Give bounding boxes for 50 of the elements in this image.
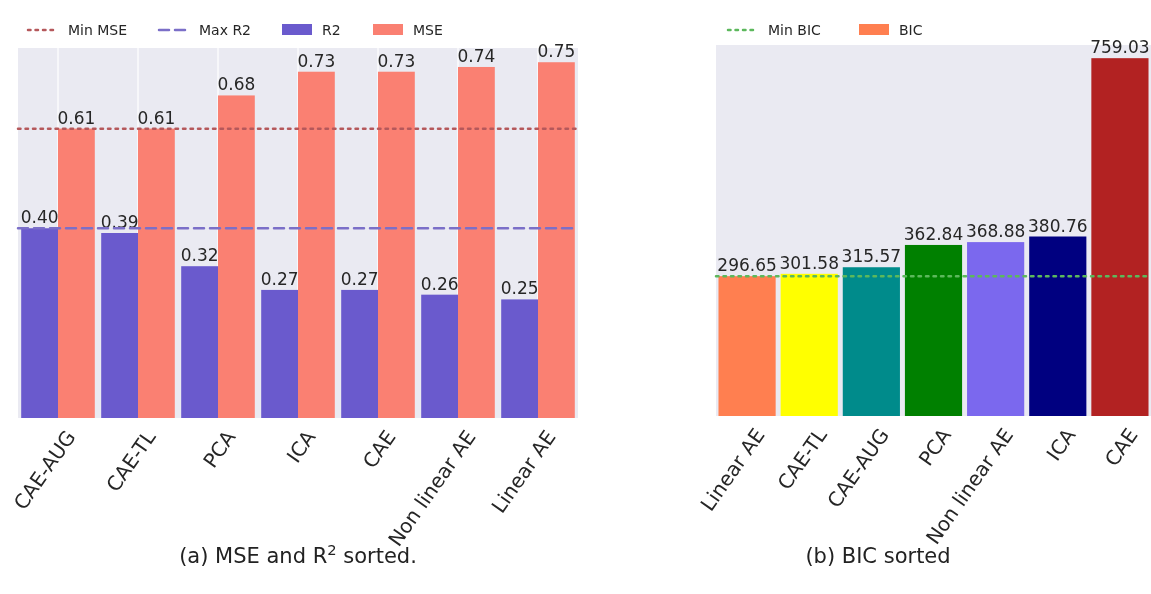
data-label: 315.57 <box>841 246 902 267</box>
bar <box>967 242 1025 416</box>
data-label: 0.68 <box>217 74 256 95</box>
bar <box>421 294 458 418</box>
data-label: 0.32 <box>180 245 219 266</box>
data-label: 0.61 <box>57 107 96 128</box>
bar <box>261 289 298 418</box>
data-label: 0.26 <box>420 273 459 294</box>
bar <box>341 289 378 418</box>
data-label: 0.40 <box>20 207 59 228</box>
legend-label: Max R2 <box>199 22 252 38</box>
data-label: 0.27 <box>260 268 299 289</box>
legend-label: Min MSE <box>68 22 128 38</box>
bar <box>458 66 495 418</box>
x-tick-label: ICA <box>281 425 321 468</box>
bar <box>1029 236 1087 416</box>
bar <box>218 95 255 418</box>
data-label: 0.75 <box>537 41 576 62</box>
bar <box>298 71 335 418</box>
data-label: 0.61 <box>137 107 176 128</box>
data-label: 0.73 <box>297 50 336 71</box>
bar <box>138 128 175 418</box>
bar <box>501 299 538 418</box>
data-label: 0.27 <box>340 268 379 289</box>
data-label: 0.25 <box>500 278 539 299</box>
bar <box>718 276 776 416</box>
bar <box>538 62 575 418</box>
legend-label: MSE <box>413 22 443 38</box>
legend-label: R2 <box>322 22 341 38</box>
data-label: 296.65 <box>717 255 777 276</box>
data-label: 301.58 <box>779 252 839 273</box>
legend-label: Min BIC <box>768 22 822 38</box>
legend-label: BIC <box>899 22 923 38</box>
data-label: 0.73 <box>377 50 416 71</box>
data-label: 368.88 <box>965 221 1026 242</box>
bar <box>21 228 58 418</box>
data-label: 362.84 <box>903 223 964 244</box>
bar <box>181 266 218 418</box>
bar <box>101 233 138 418</box>
bar <box>780 273 838 416</box>
x-tick-label: ICA <box>1041 423 1081 466</box>
bar <box>842 267 900 416</box>
data-label: 380.76 <box>1028 215 1088 236</box>
bar <box>1091 58 1149 416</box>
bar <box>378 71 415 418</box>
bar <box>58 128 95 418</box>
text: (b) BIC sorted <box>805 544 951 568</box>
data-label: 759.03 <box>1090 37 1150 58</box>
bar <box>904 244 963 416</box>
data-label: 0.74 <box>457 45 496 66</box>
